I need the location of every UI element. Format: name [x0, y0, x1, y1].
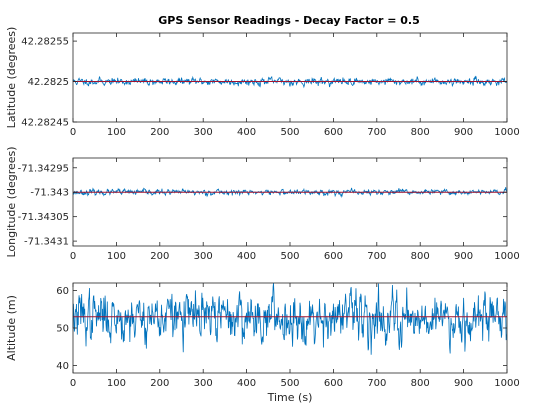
x-tick-label: 400	[237, 127, 256, 138]
x-axis-label: Time (s)	[267, 391, 313, 404]
x-tick-label: 200	[150, 127, 169, 138]
x-tick-label: 900	[454, 378, 473, 389]
x-tick-label: 400	[237, 378, 256, 389]
y-tick-label: -71.3431	[24, 237, 69, 248]
y-tick-label: -71.343	[30, 188, 69, 199]
x-tick-label: 200	[150, 251, 169, 262]
x-tick-label: 900	[454, 251, 473, 262]
x-tick-label: 800	[411, 127, 430, 138]
y-tick-label: 42.28245	[21, 118, 69, 129]
subplot-1: 0 100 200 300 400 500 600 700 800 900 1000 42.28245…	[5, 27, 520, 138]
y-tick-label: 42.28255	[21, 37, 69, 48]
x-tick-label: 500	[280, 127, 299, 138]
y-tick-label: 40	[56, 361, 69, 372]
x-tick-label: 100	[107, 251, 126, 262]
x-tick-label: 200	[150, 378, 169, 389]
axes-box	[72, 32, 508, 123]
y-tick-label: 50	[56, 324, 69, 335]
x-tick-label: 600	[324, 378, 343, 389]
x-tick-label: 100	[107, 127, 126, 138]
x-tick-label: 800	[411, 378, 430, 389]
x-tick-label: 500	[280, 251, 299, 262]
y-tick-label: -71.34305	[18, 212, 69, 223]
x-tick-label: 1000	[494, 127, 519, 138]
x-tick-label: 300	[194, 378, 213, 389]
x-tick-label: 600	[324, 251, 343, 262]
y-tick-label: 60	[56, 286, 69, 297]
x-tick-label: 300	[194, 127, 213, 138]
figure-title: GPS Sensor Readings - Decay Factor = 0.5	[158, 14, 420, 27]
x-tick-label: 1000	[494, 251, 519, 262]
x-tick-label: 500	[280, 378, 299, 389]
subplot-2: 0 100 200 300 400 500 600 700 800 900 1000 -71.3429…	[5, 146, 520, 262]
x-tick-label: 0	[70, 251, 76, 262]
y-axis-label: Longitude (degrees)	[5, 146, 18, 257]
x-tick-label: 400	[237, 251, 256, 262]
x-tick-label: 700	[367, 378, 386, 389]
x-tick-label: 300	[194, 251, 213, 262]
x-tick-label: 100	[107, 378, 126, 389]
y-tick-label: 42.2825	[28, 77, 69, 88]
x-tick-label: 800	[411, 251, 430, 262]
x-tick-label: 700	[367, 251, 386, 262]
series-line	[72, 75, 507, 89]
axes-box	[72, 157, 508, 247]
subplot-3: 0 100 200 300 400 500 600 700 800 900 1000 40 50 60 Al…	[5, 282, 520, 404]
x-tick-label: 0	[70, 127, 76, 138]
y-axis-label: Altitude (m)	[5, 295, 18, 361]
y-tick-label: -71.34295	[18, 163, 69, 174]
subplot-group: 0 100 200 300 400 500 600 700 800 900 100042.28245…	[5, 27, 520, 404]
y-axis-label: Latitude (degrees)	[5, 27, 18, 129]
x-tick-label: 700	[367, 127, 386, 138]
x-tick-label: 1000	[494, 378, 519, 389]
x-tick-label: 900	[454, 127, 473, 138]
series-line	[72, 282, 507, 355]
x-tick-label: 600	[324, 127, 343, 138]
x-tick-label: 0	[70, 378, 76, 389]
